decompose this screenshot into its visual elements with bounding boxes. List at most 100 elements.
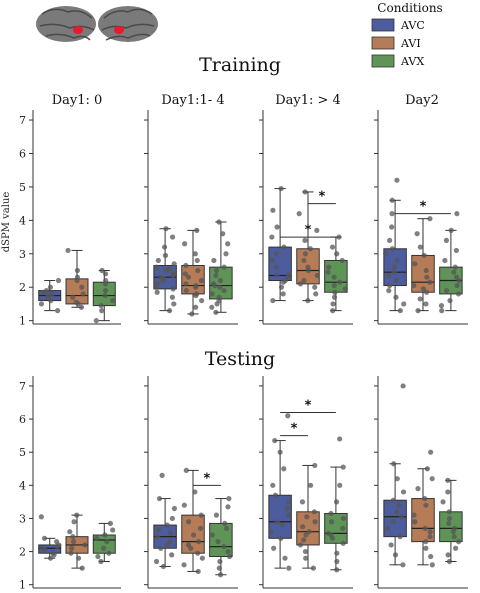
data-point xyxy=(394,476,400,482)
y-tick-label: 3 xyxy=(19,512,26,525)
data-point xyxy=(216,219,222,225)
data-point xyxy=(302,548,309,555)
data-point xyxy=(393,277,399,284)
data-point xyxy=(82,542,88,548)
data-point xyxy=(270,482,276,488)
y-tick-label: 2 xyxy=(19,546,26,559)
data-point xyxy=(423,301,429,307)
data-point xyxy=(153,558,160,565)
data-point xyxy=(55,277,62,284)
data-point xyxy=(225,504,231,510)
data-point xyxy=(446,509,452,515)
data-point xyxy=(330,308,336,314)
data-point xyxy=(223,251,229,257)
data-point xyxy=(38,301,45,307)
data-point xyxy=(158,274,164,280)
data-point xyxy=(454,211,460,217)
data-point xyxy=(330,301,336,307)
panel-1-1: * xyxy=(144,376,238,589)
data-point xyxy=(181,502,187,508)
data-point xyxy=(400,562,406,568)
data-point xyxy=(195,267,201,274)
data-point xyxy=(312,284,318,290)
data-point xyxy=(427,216,433,222)
data-point xyxy=(190,532,197,538)
data-point xyxy=(452,264,458,270)
box-avx xyxy=(92,267,116,324)
data-point xyxy=(328,510,334,517)
data-point xyxy=(312,519,318,525)
data-point xyxy=(446,515,453,522)
data-point xyxy=(397,308,403,314)
y-tick-label: 7 xyxy=(19,380,26,393)
data-point xyxy=(452,525,458,531)
data-point xyxy=(186,519,192,525)
legend-label-avi: AVI xyxy=(400,37,421,50)
data-point xyxy=(69,545,75,551)
box-avc xyxy=(268,185,292,304)
data-point xyxy=(109,297,116,304)
data-point xyxy=(103,277,109,284)
data-point xyxy=(79,565,85,571)
y-tick-label: 4 xyxy=(19,479,26,492)
data-point xyxy=(270,207,276,213)
data-point xyxy=(209,304,215,310)
box-avx xyxy=(324,234,348,314)
data-point xyxy=(305,297,311,304)
legend-title: Conditions xyxy=(377,1,442,15)
data-point xyxy=(154,289,160,295)
legend-swatch-avi xyxy=(371,36,395,50)
box-avc xyxy=(268,413,292,571)
data-point xyxy=(286,512,292,518)
data-point xyxy=(427,529,433,535)
box-avi xyxy=(411,216,435,314)
data-point xyxy=(217,558,223,565)
data-point xyxy=(332,289,338,295)
data-point xyxy=(220,231,226,237)
data-point xyxy=(300,524,306,530)
legend: Conditions AVC AVI AVX xyxy=(371,1,443,68)
brain-highlight-right xyxy=(114,26,124,34)
data-point xyxy=(49,291,55,297)
y-tick-label: 3 xyxy=(19,248,26,261)
data-point xyxy=(282,555,288,561)
data-point xyxy=(271,545,277,551)
data-point xyxy=(445,477,451,483)
data-point xyxy=(169,294,176,300)
y-tick-label: 2 xyxy=(19,281,26,294)
data-point xyxy=(325,530,332,536)
data-point xyxy=(213,272,219,279)
data-point xyxy=(53,539,60,545)
panel-title-day2: Day2 xyxy=(405,93,439,108)
data-point xyxy=(170,286,176,292)
data-point xyxy=(273,251,279,257)
data-point xyxy=(397,534,403,540)
data-point xyxy=(399,514,405,520)
significance-star: * xyxy=(319,190,326,205)
data-point xyxy=(422,525,428,531)
data-point xyxy=(444,287,450,294)
data-point xyxy=(297,542,304,548)
data-point xyxy=(167,530,174,536)
data-point xyxy=(389,246,395,252)
data-point xyxy=(198,277,204,284)
data-point xyxy=(443,237,450,244)
data-point xyxy=(451,269,457,275)
data-point xyxy=(154,534,161,540)
data-point xyxy=(302,237,308,244)
data-point xyxy=(400,489,407,495)
data-point xyxy=(68,550,74,556)
data-point xyxy=(269,234,275,240)
box-avx xyxy=(438,211,463,314)
data-point xyxy=(448,227,454,233)
box-avc xyxy=(38,277,62,314)
data-point xyxy=(412,261,418,267)
data-point xyxy=(210,281,217,287)
data-point xyxy=(304,514,310,520)
data-point xyxy=(420,286,426,292)
data-point xyxy=(302,189,308,195)
legend-label-avc: AVC xyxy=(400,19,425,32)
y-tick-label: 5 xyxy=(19,446,26,459)
data-point xyxy=(311,509,317,515)
data-point xyxy=(161,244,168,250)
